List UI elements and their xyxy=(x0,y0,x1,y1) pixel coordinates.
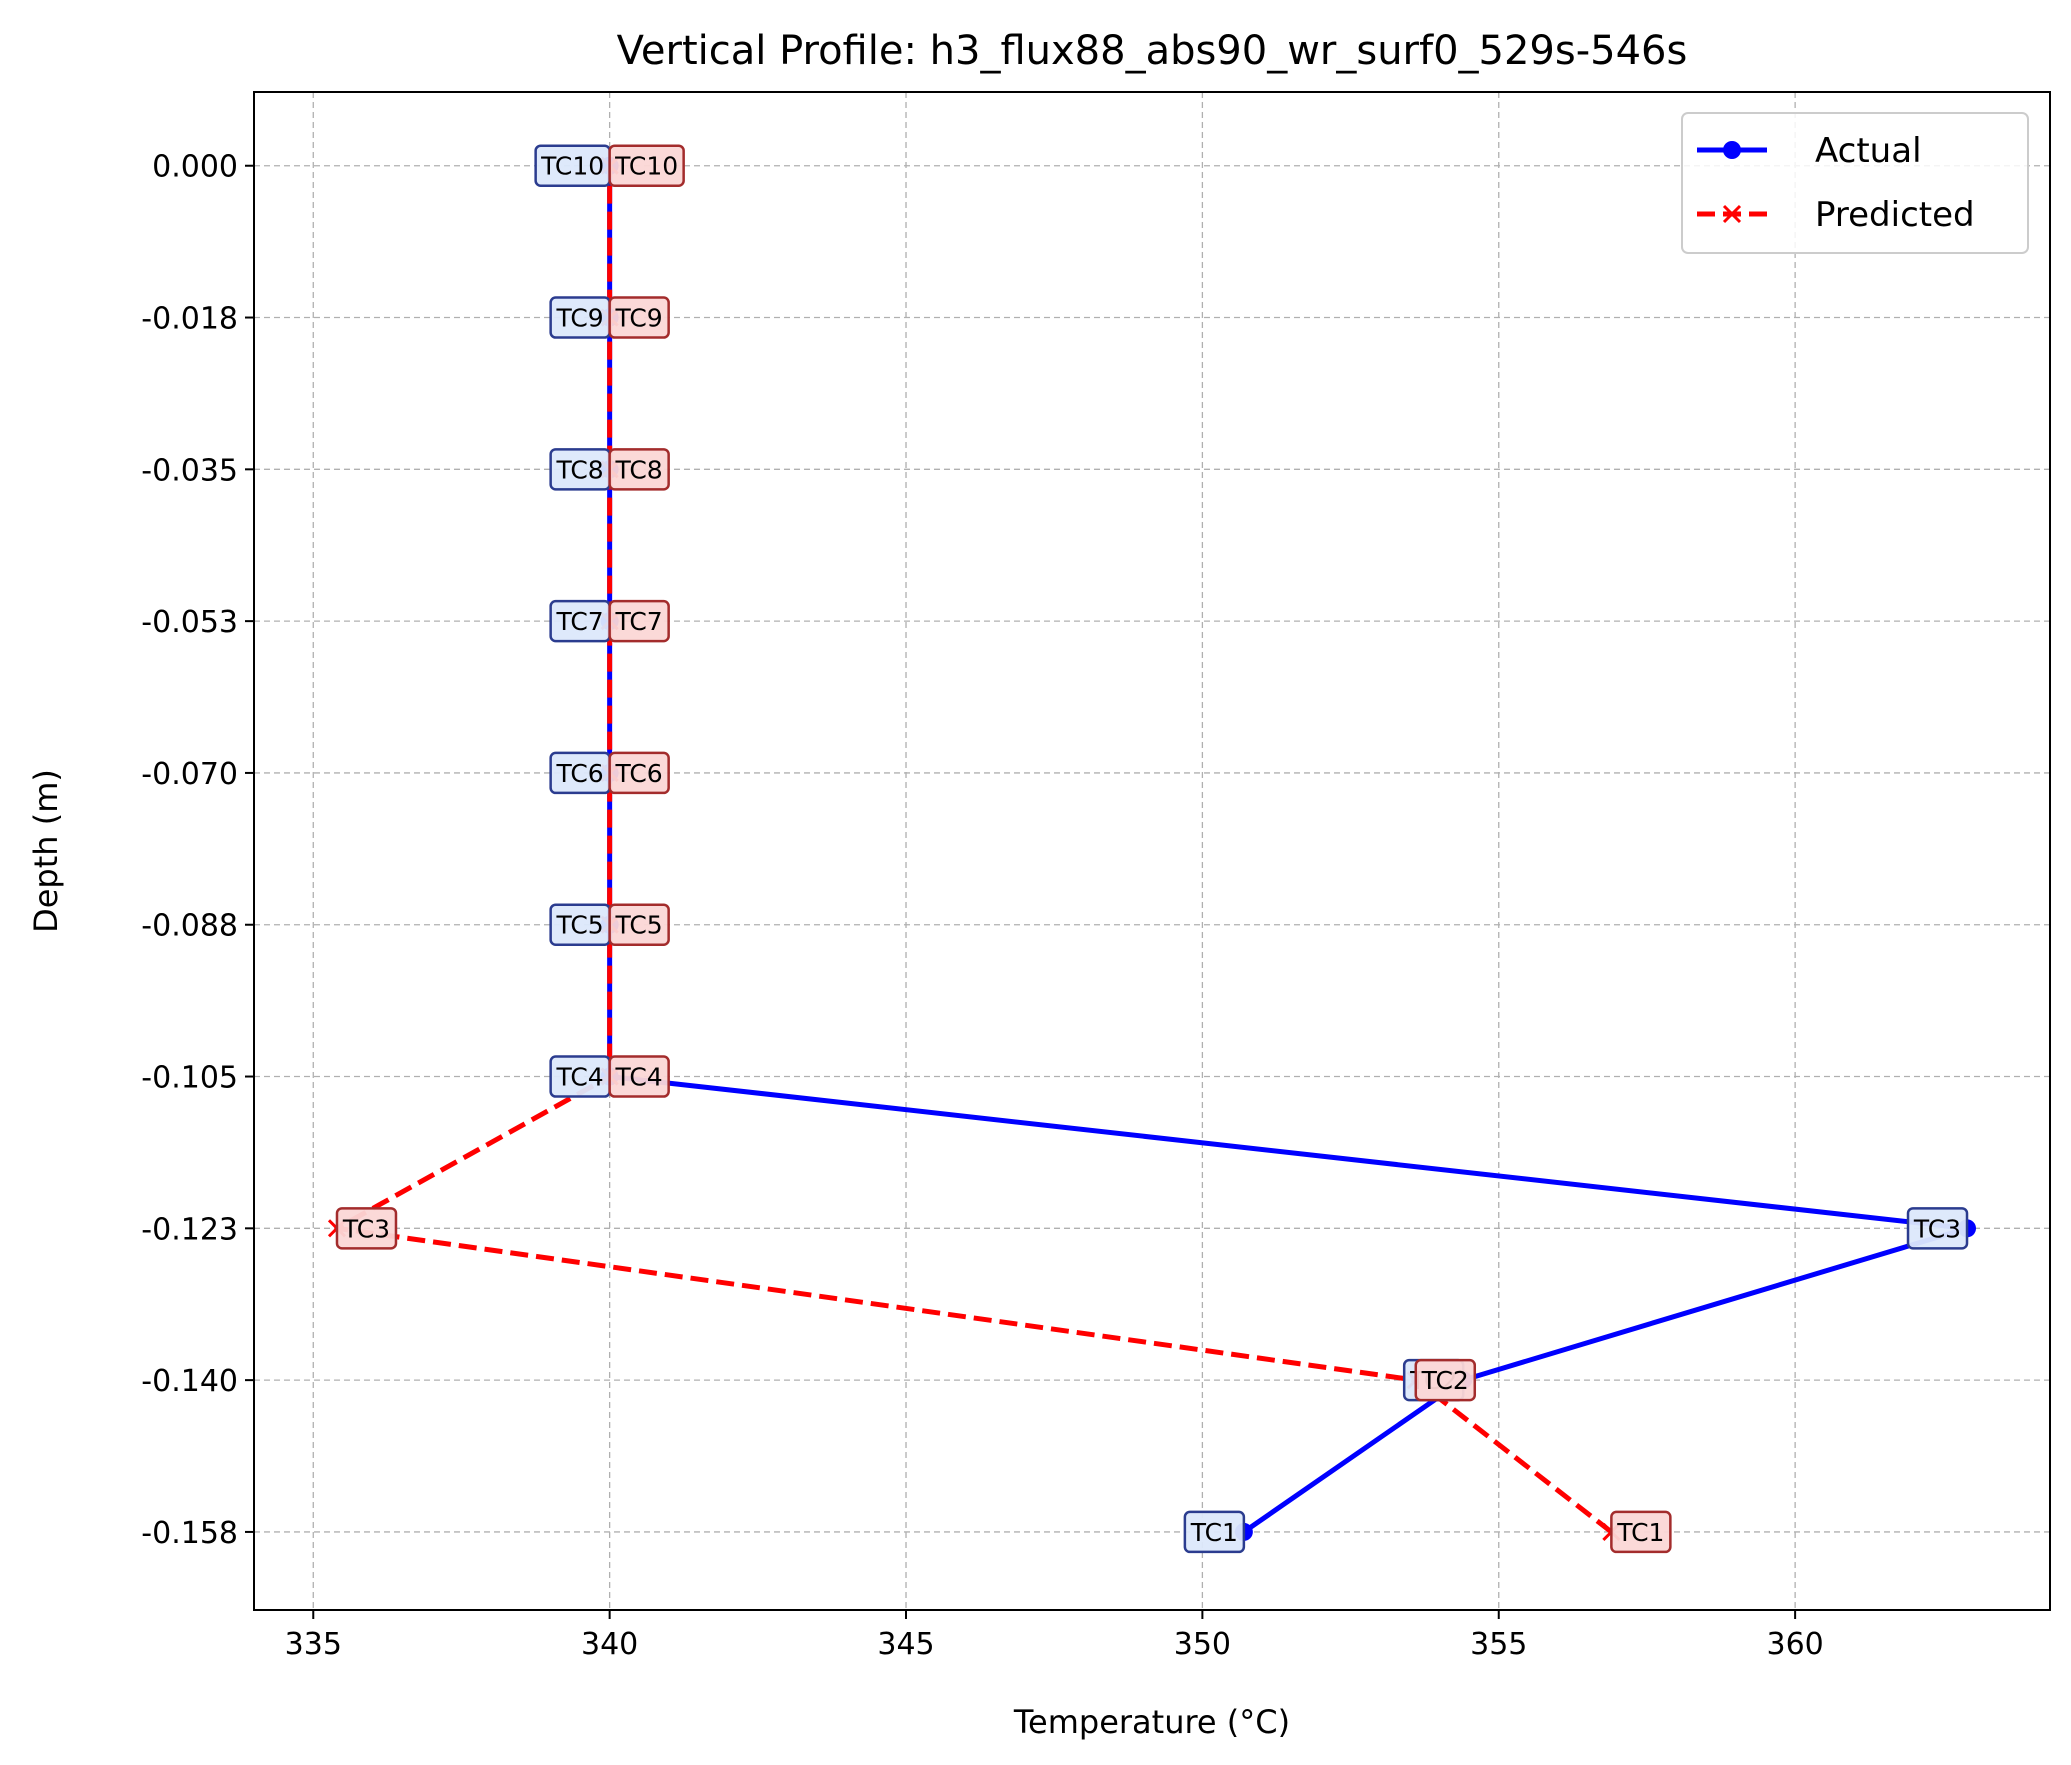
point-label-box xyxy=(1183,1510,1246,1554)
point-label: TC8 xyxy=(608,448,670,491)
point-label: TC3 xyxy=(1906,1207,1969,1250)
x-axis-label: Temperature (°C) xyxy=(1013,1703,1290,1741)
x-tick-label: 360 xyxy=(1766,1627,1823,1662)
y-tick-label: 0.000 xyxy=(152,150,238,185)
point-label: TC4 xyxy=(549,1055,611,1098)
x-tick-label: 355 xyxy=(1470,1627,1527,1662)
point-label-text: TC8 xyxy=(615,455,663,484)
series-line-actual xyxy=(607,165,1970,1534)
point-label-text: TC10 xyxy=(540,152,604,181)
y-tick-label: -0.053 xyxy=(141,605,238,640)
point-label: TC3 xyxy=(335,1207,398,1250)
chart-title: Vertical Profile: h3_flux88_abs90_wr_sur… xyxy=(617,28,1688,74)
point-label: TC6 xyxy=(608,751,670,795)
x-tick-label: 335 xyxy=(285,1627,342,1662)
y-tick-label: -0.123 xyxy=(141,1212,238,1247)
point-label-text: TC1 xyxy=(1190,1518,1238,1547)
x-tick-label: 345 xyxy=(877,1627,934,1662)
point-label: TC9 xyxy=(549,296,611,339)
legend-box xyxy=(1681,112,2029,254)
grid-lines xyxy=(254,92,2050,1610)
point-label: TC10 xyxy=(534,144,611,187)
point-label-box xyxy=(608,751,670,795)
point-label-text: TC9 xyxy=(556,304,604,333)
point-label-text: TC7 xyxy=(556,607,604,636)
point-label: TC9 xyxy=(608,296,670,339)
y-axis-label: Depth (m) xyxy=(27,769,65,933)
point-label: TC4 xyxy=(608,1055,670,1098)
y-tick-label: -0.035 xyxy=(141,453,238,488)
y-tick-label: -0.088 xyxy=(141,909,238,944)
point-label: TC2 xyxy=(1414,1358,1477,1402)
point-label-text: TC10 xyxy=(614,152,678,181)
point-label-text: TC4 xyxy=(615,1063,663,1092)
legend: Actual Predicted xyxy=(1681,112,2029,254)
point-label-box xyxy=(1906,1207,1969,1250)
point-label-box xyxy=(335,1207,398,1250)
legend-label-predicted: Predicted xyxy=(1815,195,1975,235)
point-label-box xyxy=(608,144,685,187)
point-label: TC1 xyxy=(1183,1510,1246,1554)
axis-ticks: 335 340 345 350 355 360 0.000 -0.018 -0.035 -0.05… xyxy=(141,150,1823,1662)
series-line-predicted xyxy=(334,165,1613,1534)
point-label-box xyxy=(608,1055,670,1098)
point-label-text: TC9 xyxy=(615,304,663,333)
point-label-text: TC3 xyxy=(1913,1214,1961,1243)
legend-marker-predicted xyxy=(1722,204,1742,224)
point-label-text: TC3 xyxy=(342,1214,390,1243)
point-label-text: TC6 xyxy=(556,759,604,788)
legend-label-actual: Actual xyxy=(1815,131,1922,171)
point-label: TC1 xyxy=(1610,1510,1672,1554)
point-label-text: TC8 xyxy=(556,455,604,484)
point-label: TC7 xyxy=(608,599,670,643)
point-label-box xyxy=(1610,1510,1672,1554)
x-tick-label: 350 xyxy=(1174,1627,1231,1662)
point-label-box xyxy=(1414,1358,1477,1402)
point-label: TC5 xyxy=(549,903,611,946)
point-label-box xyxy=(608,448,670,491)
point-label-text: TC5 xyxy=(615,911,663,940)
point-label-box xyxy=(608,599,670,643)
point-label-text: TC2 xyxy=(1421,1366,1469,1395)
y-tick-label: -0.140 xyxy=(141,1364,238,1399)
point-label: TC6 xyxy=(549,751,611,795)
y-tick-label: -0.105 xyxy=(141,1061,238,1096)
legend-marker-actual xyxy=(1723,141,1741,159)
point-label-text: TC1 xyxy=(1616,1518,1664,1547)
x-tick-label: 340 xyxy=(581,1627,638,1662)
point-labels: TC1TC2TC3TC4TC5TC6TC7TC8TC9TC10TC1TC2TC3… xyxy=(335,144,1969,1554)
y-tick-label: -0.018 xyxy=(141,302,238,337)
y-tick-label: -0.070 xyxy=(141,757,238,792)
point-label: TC10 xyxy=(608,144,685,187)
series-lines xyxy=(327,156,1977,1541)
point-label: TC7 xyxy=(549,599,611,643)
point-label-box xyxy=(608,903,670,946)
point-label-text: TC5 xyxy=(556,911,604,940)
point-label: TC5 xyxy=(608,903,670,946)
point-label-box xyxy=(608,296,670,339)
point-label: TC8 xyxy=(549,448,611,491)
point-label-text: TC4 xyxy=(556,1063,604,1092)
point-label-text: TC7 xyxy=(615,607,663,636)
y-tick-label: -0.158 xyxy=(141,1516,238,1551)
plot-frame xyxy=(253,91,2051,1611)
point-label-text: TC6 xyxy=(615,759,663,788)
